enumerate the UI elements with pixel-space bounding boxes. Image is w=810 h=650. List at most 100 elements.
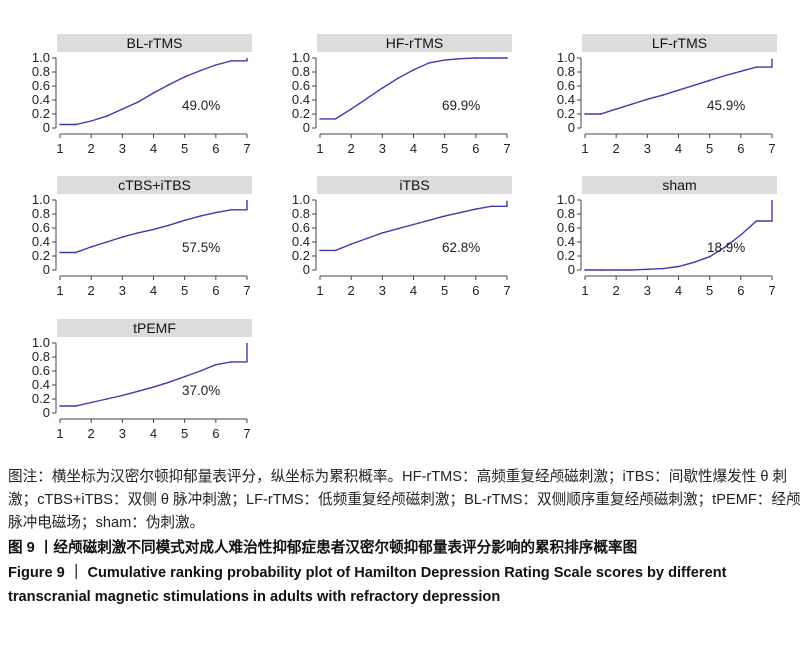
chart-title: iTBS	[317, 176, 512, 194]
data-point	[230, 361, 233, 363]
data-point	[199, 215, 202, 217]
x-tick-label: 3	[644, 141, 651, 156]
y-tick-label: 0	[303, 120, 310, 135]
x-tick-label: 6	[472, 283, 479, 298]
data-point	[152, 228, 155, 231]
x-tick-label: 5	[706, 283, 713, 298]
x-tick-label: 1	[316, 141, 323, 156]
data-point	[105, 398, 108, 400]
data-point	[755, 66, 758, 68]
x-tick-label: 7	[503, 141, 510, 156]
sucra-annotation: 37.0%	[182, 383, 220, 398]
chart-plot: 00.20.40.60.81.0 1 2 3 4 5 6 7 37.0%	[32, 335, 251, 441]
y-tick-label: 0.6	[32, 78, 50, 93]
series-line	[320, 201, 508, 252]
data-point	[584, 113, 586, 115]
chart-plot: 00.20.40.60.81.0 1 2 3 4 5 6 7 57.5%	[32, 192, 251, 298]
data-point	[412, 69, 415, 71]
data-point	[199, 370, 202, 372]
chart-title: LF-rTMS	[582, 34, 777, 52]
y-tick-label: 1.0	[32, 192, 50, 207]
y-tick-label: 0.4	[32, 92, 50, 107]
data-point	[630, 103, 633, 105]
data-point	[74, 405, 77, 407]
y-tick-label: 0.4	[292, 92, 310, 107]
y-tick-label: 0.8	[32, 349, 50, 364]
y-tick-label: 0.2	[32, 391, 50, 406]
data-point	[168, 381, 170, 383]
y-tick-label: 0.6	[32, 220, 50, 235]
data-point	[708, 79, 711, 82]
y-tick-label: 0.6	[557, 220, 575, 235]
y-tick-label: 0.8	[292, 64, 310, 79]
y-tick-label: 0.2	[557, 248, 575, 263]
data-point	[646, 268, 649, 271]
data-point	[215, 363, 217, 366]
x-tick-label: 4	[410, 141, 417, 156]
sucra-annotation: 57.5%	[182, 240, 220, 255]
data-point	[740, 70, 742, 73]
x-tick-label: 3	[119, 141, 126, 156]
x-tick-label: 5	[181, 283, 188, 298]
y-tick-label: 0.8	[32, 64, 50, 79]
x-tick-label: 1	[581, 141, 588, 156]
y-tick-label: 0.4	[557, 92, 575, 107]
data-point	[443, 215, 446, 217]
y-tick-label: 1.0	[557, 192, 575, 207]
x-tick-label: 2	[88, 283, 95, 298]
data-point	[677, 89, 680, 91]
chart-title: cTBS+iTBS	[57, 176, 252, 194]
series-line	[60, 58, 248, 126]
chart-plot: 00.20.40.60.81.0 1 2 3 4 5 6 7 69.9%	[292, 50, 511, 156]
data-point	[121, 108, 124, 110]
x-tick-label: 5	[441, 283, 448, 298]
data-point	[105, 115, 108, 117]
data-point	[183, 219, 186, 222]
data-point	[183, 375, 186, 378]
data-point	[230, 60, 233, 62]
x-tick-label: 2	[348, 283, 355, 298]
data-point	[459, 57, 462, 60]
data-point	[74, 251, 77, 254]
y-tick-label: 1.0	[557, 50, 575, 65]
data-point	[152, 386, 155, 388]
y-tick-label: 1.0	[292, 50, 310, 65]
data-point	[428, 219, 430, 222]
data-point	[599, 113, 602, 115]
data-point	[74, 123, 77, 126]
data-point	[105, 241, 108, 243]
data-point	[137, 390, 139, 393]
x-tick-label: 5	[181, 426, 188, 441]
x-tick-label: 2	[88, 141, 95, 156]
data-point	[724, 246, 727, 248]
x-tick-label: 6	[737, 283, 744, 298]
x-tick-label: 7	[503, 283, 510, 298]
y-tick-label: 0.6	[32, 363, 50, 378]
data-point	[365, 237, 368, 240]
series-line	[60, 200, 248, 254]
y-tick-label: 0.2	[32, 106, 50, 121]
chart-plot: 00.20.40.60.81.0 1 2 3 4 5 6 7 49.0%	[32, 50, 251, 156]
x-tick-label: 2	[613, 141, 620, 156]
x-tick-label: 4	[150, 141, 157, 156]
data-point	[693, 261, 695, 264]
data-point	[475, 208, 477, 210]
x-tick-label: 6	[212, 283, 219, 298]
data-point	[615, 269, 617, 271]
data-point	[381, 87, 384, 89]
data-point	[59, 123, 61, 126]
y-tick-label: 0.4	[32, 234, 50, 249]
sucra-annotation: 62.8%	[442, 240, 480, 255]
data-point	[215, 64, 217, 66]
data-point	[230, 209, 233, 211]
data-point	[630, 269, 633, 271]
y-tick-label: 1.0	[32, 50, 50, 65]
series-line	[60, 343, 248, 407]
x-tick-label: 3	[379, 141, 386, 156]
y-tick-label: 0.4	[32, 377, 50, 392]
data-point	[475, 57, 477, 59]
chart-plot: 00.20.40.60.81.0 1 2 3 4 5 6 7 45.9%	[557, 50, 776, 156]
x-tick-label: 1	[56, 141, 63, 156]
figure-caption: 图注：横坐标为汉密尔顿抑郁量表评分，纵坐标为累积概率。HF-rTMS：高频重复经…	[8, 466, 804, 609]
x-tick-label: 4	[675, 283, 682, 298]
